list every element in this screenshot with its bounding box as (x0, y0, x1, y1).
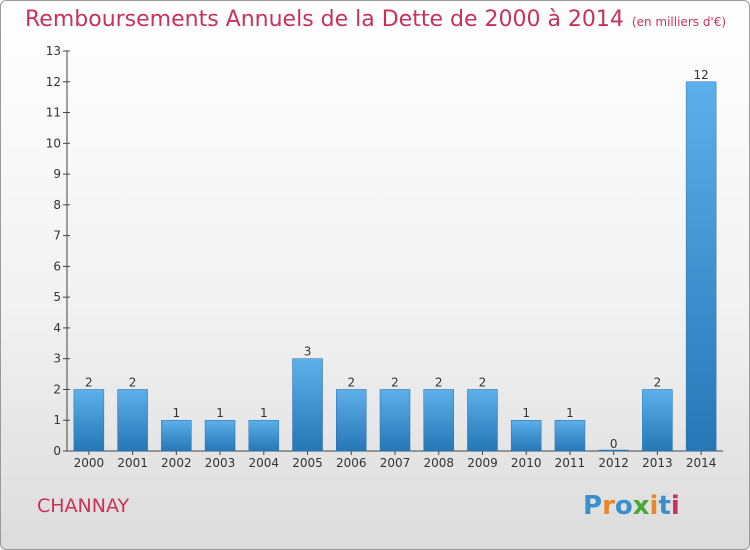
x-tick-label: 2014 (686, 456, 717, 470)
logo-letter: t (658, 491, 671, 521)
bar-2013 (642, 389, 673, 452)
logo-letter: r (602, 491, 615, 521)
chart-title: Remboursements Annuels de la Dette de 20… (25, 7, 726, 32)
data-label: 1 (173, 406, 181, 420)
data-label: 1 (260, 406, 268, 420)
data-label: 2 (347, 375, 355, 389)
y-tick-label: 2 (53, 382, 61, 396)
logo-letter: o (614, 491, 633, 521)
data-label: 1 (566, 406, 574, 420)
data-label: 2 (479, 375, 487, 389)
x-tick-label: 2000 (74, 456, 105, 470)
bar-2011 (554, 419, 586, 452)
data-label: 2 (391, 375, 399, 389)
data-label: 2 (129, 375, 137, 389)
logo-letter: x (632, 491, 650, 521)
data-labels: 2 2 1 1 1 3 2 2 2 2 1 1 0 2 12 (85, 68, 709, 451)
y-tick-label: 11 (46, 106, 61, 120)
data-label: 1 (522, 406, 530, 420)
x-tick-label: 2006 (336, 456, 367, 470)
x-tick-label: 2004 (249, 456, 280, 470)
bar-2007 (379, 389, 411, 452)
y-tick-label: 12 (46, 75, 61, 89)
bar-2005 (292, 358, 323, 452)
y-tick-label: 3 (53, 352, 61, 366)
x-tick-label: 2012 (598, 456, 629, 470)
bars (73, 81, 717, 452)
data-label: 1 (216, 406, 224, 420)
bar-2014 (685, 81, 717, 452)
data-label: 0 (610, 437, 618, 451)
data-label: 2 (435, 375, 443, 389)
bar-2004 (248, 419, 280, 452)
y-tick-label: 4 (53, 321, 61, 335)
y-tick-label: 7 (53, 229, 61, 243)
logo-letter: i (649, 491, 659, 521)
y-tick-label: 10 (46, 136, 61, 150)
logo-letter: P (583, 491, 603, 521)
x-tick-label: 2011 (555, 456, 586, 470)
bar-2000 (73, 389, 105, 452)
x-tick-label: 2005 (292, 456, 323, 470)
town-name: CHANNAY (37, 495, 130, 517)
y-tick-label: 5 (53, 290, 61, 304)
x-tick-label: 2002 (161, 456, 192, 470)
y-tick-label: 13 (46, 44, 61, 58)
x-tick-label: 2013 (642, 456, 673, 470)
data-label: 12 (693, 68, 708, 82)
proxiti-logo[interactable]: Proxiti (583, 491, 680, 521)
x-tick-label: 2001 (117, 456, 148, 470)
y-tick-label: 9 (53, 167, 61, 181)
x-tick-label: 2003 (205, 456, 236, 470)
bar-2003 (204, 419, 236, 452)
chart-subtitle: (en milliers d'€) (631, 15, 727, 29)
data-label: 3 (304, 345, 312, 359)
x-tick-label: 2007 (380, 456, 411, 470)
data-label: 2 (654, 375, 662, 389)
x-tick-label: 2009 (467, 456, 498, 470)
x-tick-label: 2008 (423, 456, 454, 470)
y-tick-label: 0 (53, 444, 61, 458)
bar-2002 (161, 419, 192, 452)
bar-2010 (510, 419, 542, 452)
data-label: 2 (85, 375, 93, 389)
bar-2001 (117, 389, 148, 452)
y-tick-label: 8 (53, 198, 61, 212)
bar-2009 (467, 389, 498, 452)
chart-title-text: Remboursements Annuels de la Dette de 20… (25, 7, 624, 32)
logo-letter: i (670, 491, 680, 521)
bar-2008 (423, 389, 454, 452)
y-tick-label: 1 (53, 413, 61, 427)
bar-2006 (336, 389, 367, 452)
y-tick-label: 6 (53, 259, 61, 273)
x-tick-label: 2010 (511, 456, 542, 470)
